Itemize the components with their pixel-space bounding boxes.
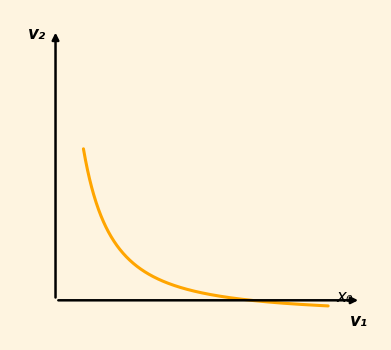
Text: v₁: v₁ bbox=[350, 312, 368, 330]
Text: x₀: x₀ bbox=[336, 288, 353, 306]
Text: v₂: v₂ bbox=[29, 25, 47, 43]
